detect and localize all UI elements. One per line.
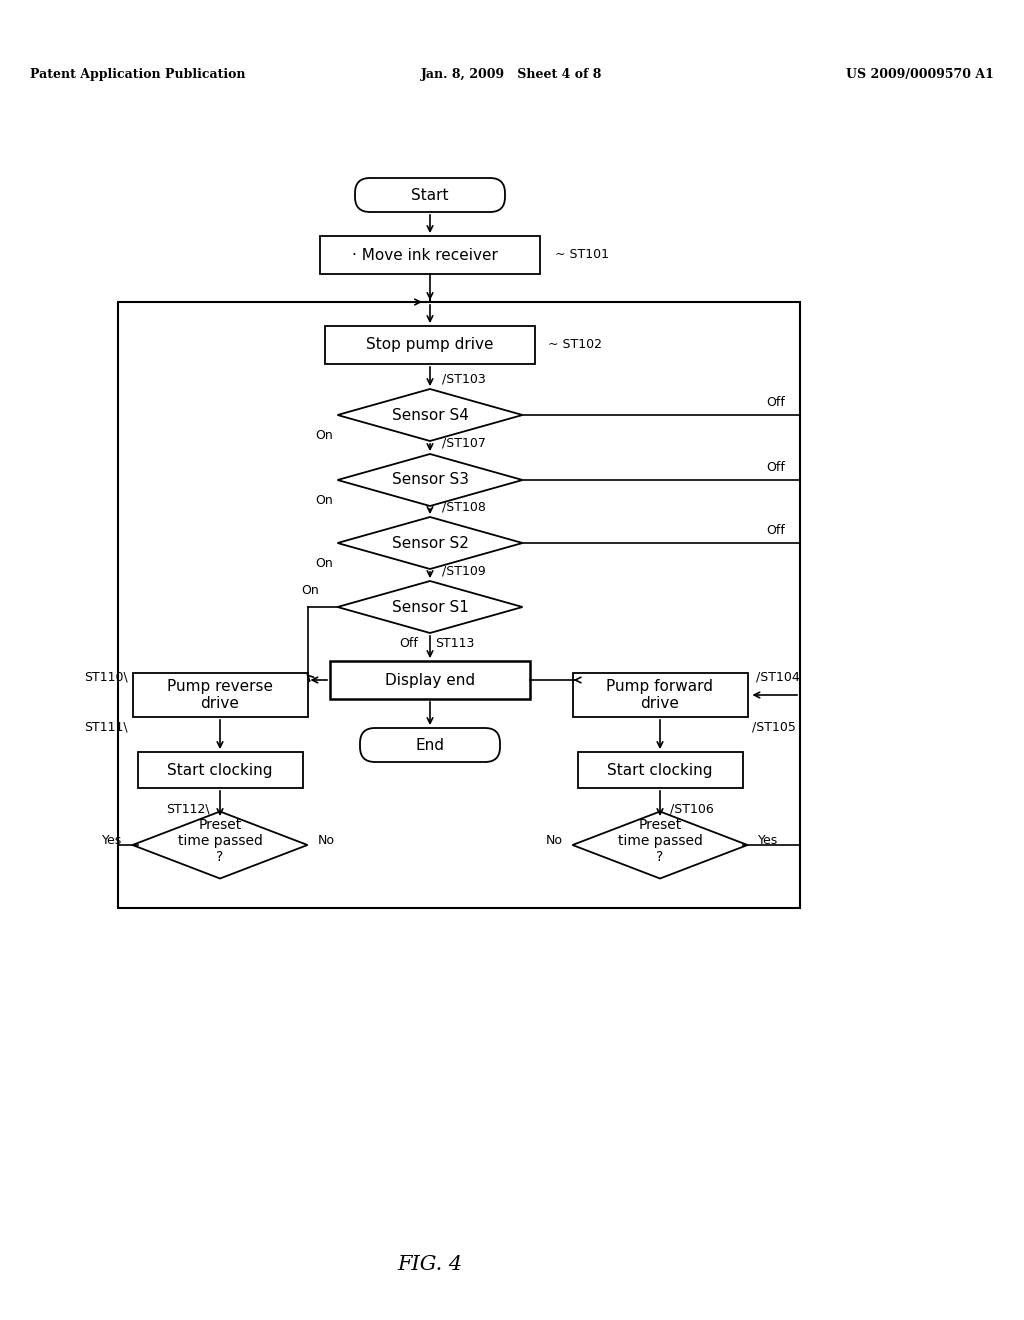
FancyBboxPatch shape — [360, 729, 500, 762]
Polygon shape — [338, 454, 522, 506]
Text: Pump forward
drive: Pump forward drive — [606, 678, 714, 711]
Text: End: End — [416, 738, 444, 752]
Bar — [137, 752, 302, 788]
Text: Stop pump drive: Stop pump drive — [367, 338, 494, 352]
Bar — [319, 236, 540, 275]
Polygon shape — [572, 812, 748, 879]
Text: · Move ink receiver: · Move ink receiver — [352, 248, 498, 263]
Bar — [572, 673, 748, 717]
Text: Start clocking: Start clocking — [167, 763, 272, 777]
Polygon shape — [132, 812, 307, 879]
Bar — [330, 661, 530, 700]
Text: /ST107: /ST107 — [442, 437, 485, 450]
Text: Sensor S2: Sensor S2 — [391, 536, 468, 550]
Text: /ST103: /ST103 — [442, 372, 485, 385]
Text: Start: Start — [412, 187, 449, 202]
Text: Start clocking: Start clocking — [607, 763, 713, 777]
Text: On: On — [302, 583, 319, 597]
Bar — [118, 302, 800, 908]
Text: On: On — [314, 557, 333, 570]
Text: Sensor S3: Sensor S3 — [391, 473, 469, 487]
Text: Preset
time passed
?: Preset time passed ? — [177, 818, 262, 865]
Bar — [325, 326, 535, 364]
Text: Off: Off — [399, 638, 418, 649]
Text: ~ ST101: ~ ST101 — [555, 248, 609, 261]
Text: Yes: Yes — [758, 834, 778, 847]
Text: FIG. 4: FIG. 4 — [397, 1255, 463, 1274]
Text: ST112\: ST112\ — [166, 803, 210, 814]
Text: Off: Off — [766, 461, 785, 474]
Text: /ST108: /ST108 — [442, 500, 485, 513]
FancyBboxPatch shape — [355, 178, 505, 213]
Text: ~ ST102: ~ ST102 — [548, 338, 602, 351]
Text: /ST109: /ST109 — [442, 564, 485, 577]
Text: Pump reverse
drive: Pump reverse drive — [167, 678, 273, 711]
Text: No: No — [546, 834, 562, 847]
Text: Display end: Display end — [385, 672, 475, 688]
Bar — [578, 752, 742, 788]
Text: /ST105: /ST105 — [753, 721, 797, 734]
Polygon shape — [338, 581, 522, 634]
Text: Off: Off — [766, 396, 785, 409]
Text: Sensor S4: Sensor S4 — [391, 408, 468, 422]
Text: Preset
time passed
?: Preset time passed ? — [617, 818, 702, 865]
Text: Jan. 8, 2009   Sheet 4 of 8: Jan. 8, 2009 Sheet 4 of 8 — [421, 69, 603, 81]
Text: ST111\: ST111\ — [84, 721, 128, 734]
Text: No: No — [317, 834, 335, 847]
Text: ST110\: ST110\ — [84, 671, 128, 682]
Polygon shape — [338, 389, 522, 441]
Text: /ST106: /ST106 — [670, 803, 714, 814]
Text: Patent Application Publication: Patent Application Publication — [30, 69, 246, 81]
Bar — [132, 673, 307, 717]
Text: On: On — [314, 494, 333, 507]
Text: On: On — [314, 429, 333, 442]
Text: Off: Off — [766, 524, 785, 537]
Text: Yes: Yes — [102, 834, 123, 847]
Text: US 2009/0009570 A1: US 2009/0009570 A1 — [846, 69, 994, 81]
Text: ST113: ST113 — [435, 638, 474, 649]
Text: Sensor S1: Sensor S1 — [391, 599, 468, 615]
Text: /ST104: /ST104 — [756, 671, 800, 682]
Polygon shape — [338, 517, 522, 569]
